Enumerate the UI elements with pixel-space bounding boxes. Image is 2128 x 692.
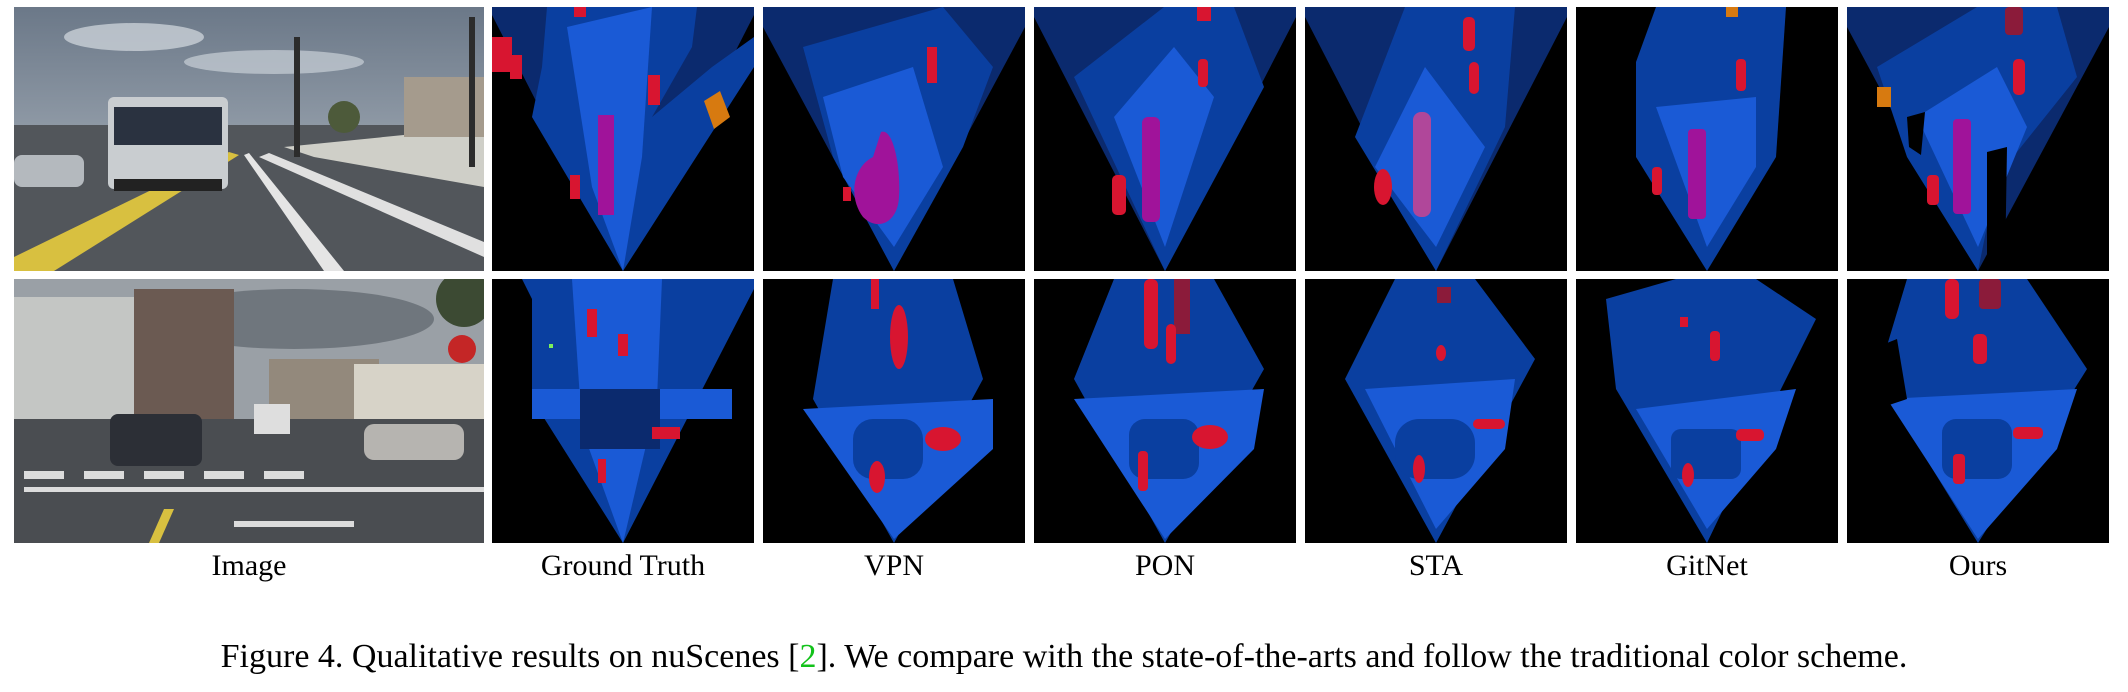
column-label-ours: Ours — [1948, 549, 2008, 582]
column-label-ground-truth: Ground Truth — [540, 549, 706, 582]
bev-gitnet-row1 — [1576, 7, 1838, 271]
bev-vpn-row2 — [763, 279, 1025, 543]
bev-sta-row2 — [1305, 279, 1567, 543]
bev-ours-row2 — [1847, 279, 2109, 543]
column-label-gitnet: GitNet — [1666, 549, 1748, 582]
camera-image-bus-scene — [14, 7, 484, 271]
bev-pon-row1 — [1034, 7, 1296, 271]
column-label-sta: STA — [1408, 549, 1464, 582]
column-label-vpn: VPN — [863, 549, 924, 582]
column-label-pon: PON — [1134, 549, 1195, 582]
figure-caption: Figure 4. Qualitative results on nuScene… — [0, 640, 2128, 674]
column-label-image: Image — [211, 549, 287, 582]
bev-sta-row1 — [1305, 7, 1567, 271]
bev-ground-truth-row1 — [492, 7, 754, 271]
citation-link[interactable]: 2 — [799, 638, 817, 675]
camera-image-intersection-scene — [14, 279, 484, 543]
bev-ours-row1 — [1847, 7, 2109, 271]
caption-text-prefix: Figure 4. Qualitative results on nuScene… — [220, 638, 800, 675]
bev-vpn-row1 — [763, 7, 1025, 271]
caption-text-suffix: ]. We compare with the state-of-the-arts… — [816, 638, 1908, 675]
bev-pon-row2 — [1034, 279, 1296, 543]
bev-ground-truth-row2 — [492, 279, 754, 543]
bev-gitnet-row2 — [1576, 279, 1838, 543]
